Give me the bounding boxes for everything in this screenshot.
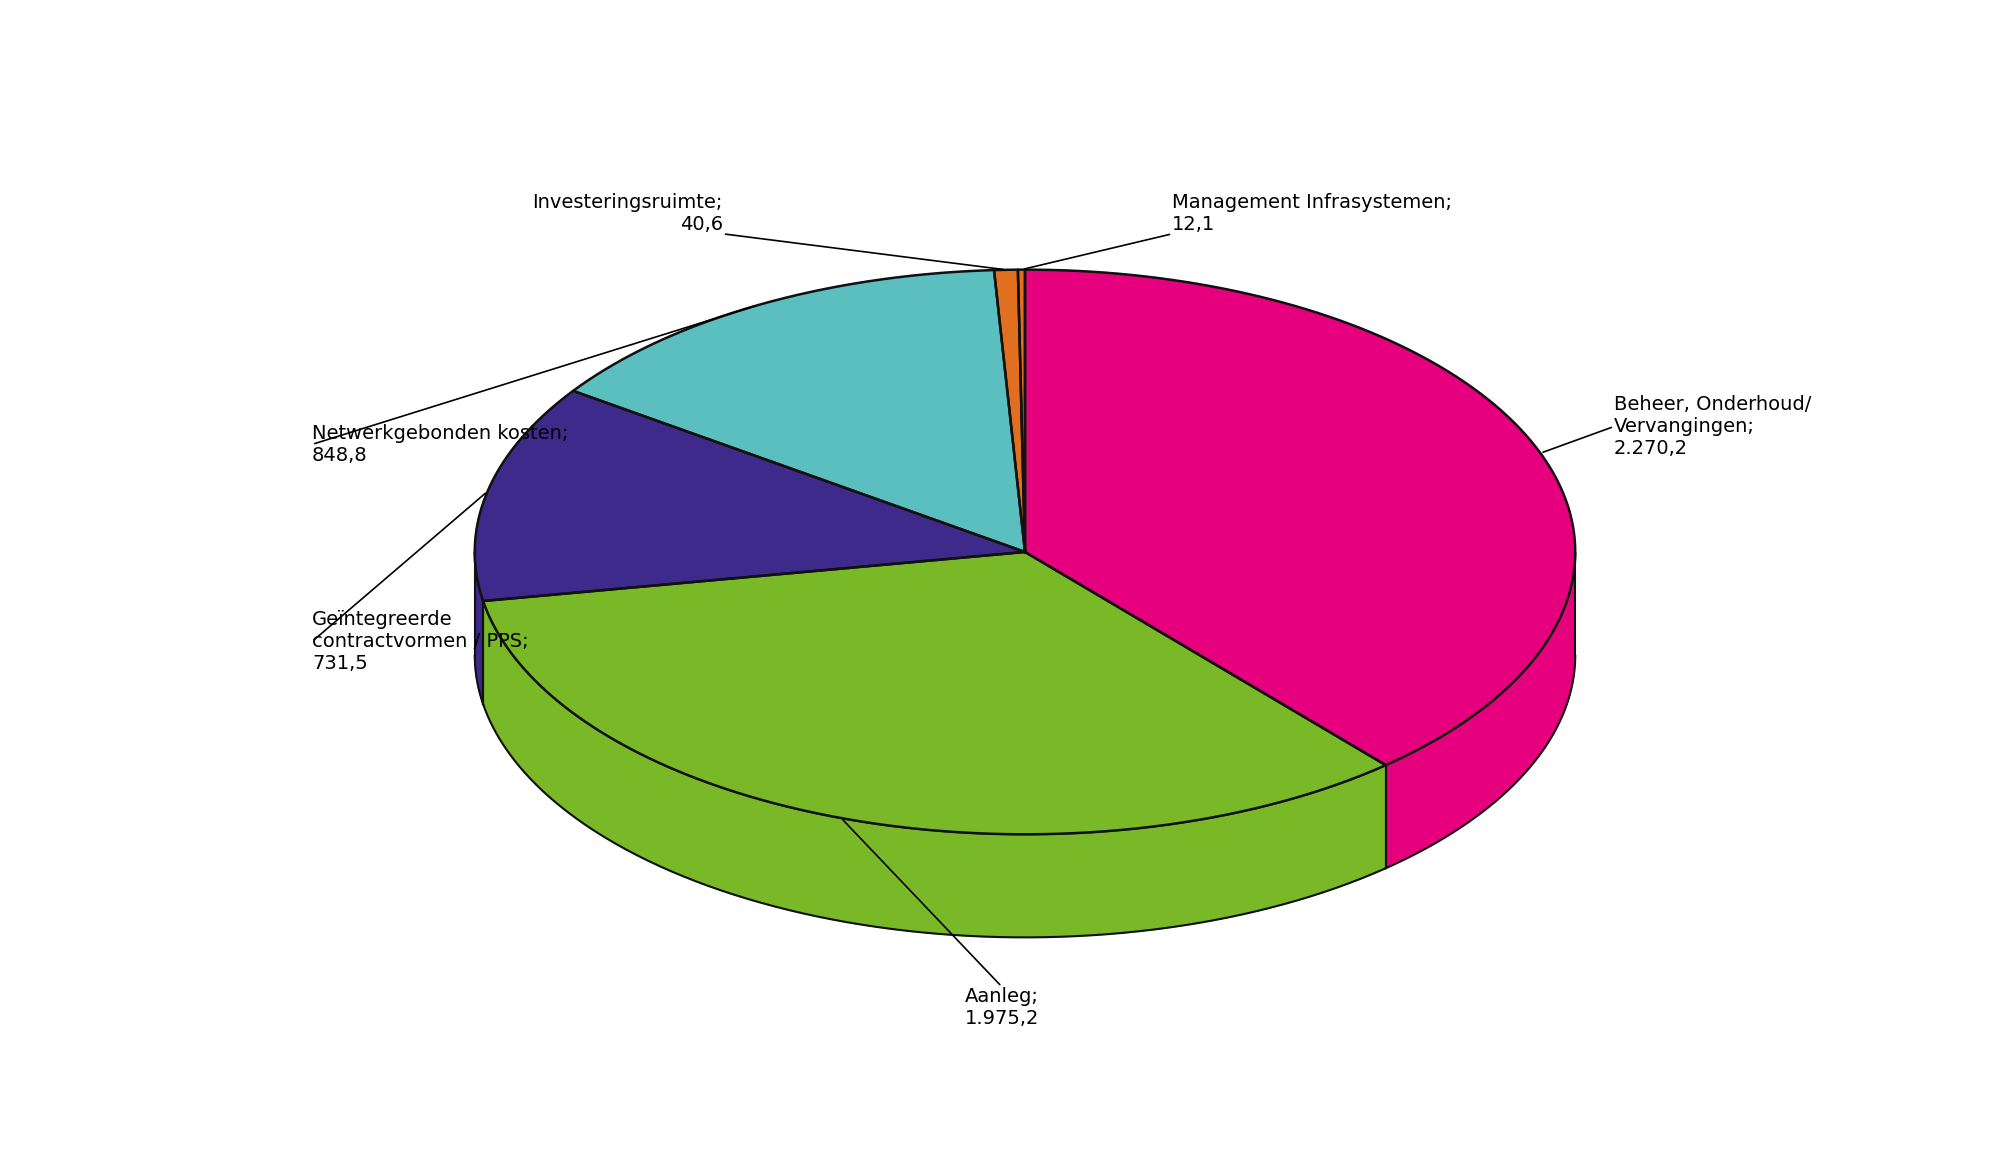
Text: Netwerkgebonden kosten;
848,8: Netwerkgebonden kosten; 848,8 [312, 424, 568, 464]
Polygon shape [1386, 553, 1576, 868]
Text: Geïntegreerde
contractvormen / PPS;
731,5: Geïntegreerde contractvormen / PPS; 731,… [312, 610, 528, 673]
Polygon shape [994, 270, 1024, 552]
Polygon shape [474, 391, 1024, 601]
Text: Management Infrasystemen;
12,1: Management Infrasystemen; 12,1 [1172, 193, 1452, 234]
Polygon shape [484, 601, 1386, 937]
Polygon shape [1024, 270, 1576, 765]
Polygon shape [574, 270, 1024, 552]
Polygon shape [474, 553, 484, 704]
Polygon shape [1018, 270, 1024, 552]
Text: Investeringsruimte;
40,6: Investeringsruimte; 40,6 [532, 193, 722, 234]
Polygon shape [484, 552, 1386, 835]
Text: Beheer, Onderhoud/
Vervangingen;
2.270,2: Beheer, Onderhoud/ Vervangingen; 2.270,2 [1614, 395, 1812, 457]
Text: Aanleg;
1.975,2: Aanleg; 1.975,2 [964, 987, 1038, 1028]
